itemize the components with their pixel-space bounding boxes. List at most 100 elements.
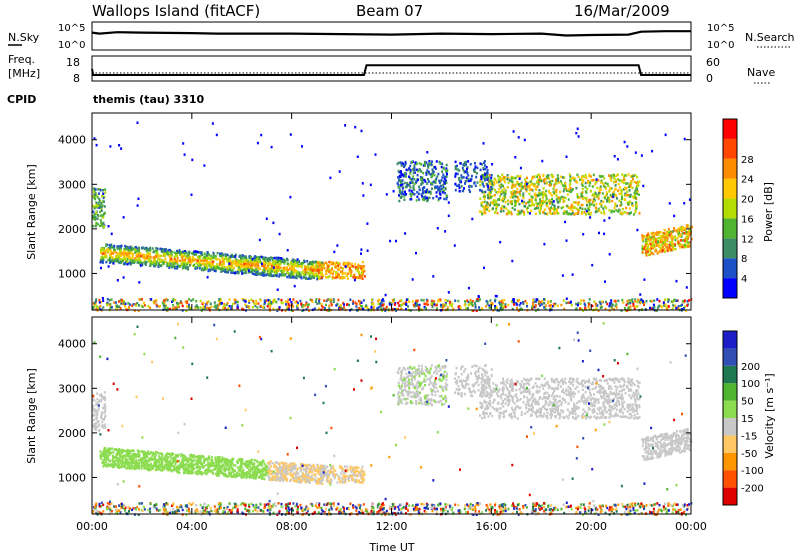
scatter-echo: [584, 173, 587, 177]
scatter-echo: [346, 303, 348, 306]
scatter-echo: [556, 174, 559, 177]
scatter-echo: [134, 251, 137, 254]
colorbar-segment: [723, 278, 737, 298]
scatter-echo: [275, 259, 277, 263]
scatter-echo: [519, 166, 522, 170]
scatter-echo: [674, 247, 677, 251]
scatter-echo: [437, 187, 440, 190]
scatter-echo: [253, 256, 256, 259]
scatter-echo: [628, 299, 631, 302]
scatter-echo: [488, 197, 491, 200]
scatter-echo: [206, 276, 209, 279]
scatter-echo: [155, 299, 158, 302]
scatter-echo: [620, 192, 623, 195]
scatter-echo: [262, 306, 264, 309]
scatter-echo: [297, 260, 299, 264]
scatter-echo: [325, 272, 328, 276]
scatter-echo: [528, 198, 531, 202]
scatter-echo: [318, 299, 321, 303]
scatter-echo: [92, 307, 95, 311]
scatter-echo: [484, 167, 487, 171]
scatter-echo: [597, 197, 600, 200]
scatter-echo: [266, 259, 269, 263]
scatter-echo: [319, 268, 322, 271]
scatter-echo: [563, 210, 566, 213]
scatter-echo: [461, 176, 463, 180]
scatter-echo: [483, 161, 486, 165]
scatter-echo: [486, 182, 489, 186]
scatter-echo: [311, 300, 314, 303]
scatter-echo: [240, 466, 243, 469]
scatter-echo: [685, 286, 688, 289]
scatter-echo: [470, 185, 473, 188]
scatter-echo: [199, 465, 202, 469]
scatter-echo: [662, 233, 664, 236]
scatter-echo: [502, 305, 505, 309]
scatter-echo: [160, 468, 162, 472]
scatter-echo: [124, 244, 127, 248]
scatter-echo: [245, 476, 248, 479]
scatter-echo: [485, 166, 488, 169]
scatter-echo: [149, 262, 152, 266]
scatter-echo: [489, 189, 492, 192]
scatter-echo: [141, 462, 144, 465]
scatter-echo: [188, 250, 191, 254]
scatter-echo: [622, 178, 625, 182]
scatter-echo: [357, 267, 359, 270]
scatter-echo: [136, 252, 139, 256]
scatter-echo: [529, 204, 532, 208]
scatter-echo: [595, 178, 598, 181]
scatter-echo: [514, 204, 517, 207]
scatter-echo: [352, 300, 355, 303]
scatter-echo: [106, 243, 109, 247]
scatter-echo: [103, 256, 106, 259]
scatter-echo: [602, 184, 605, 188]
scatter-echo: [634, 210, 637, 214]
scatter-echo: [93, 195, 96, 198]
scatter-echo: [565, 185, 568, 189]
scatter-echo: [103, 246, 106, 250]
scatter-echo: [312, 272, 315, 275]
scatter-echo: [656, 252, 659, 255]
scatter-echo: [677, 234, 680, 237]
scatter-echo: [603, 177, 606, 180]
scatter-echo: [466, 299, 469, 302]
scatter-echo: [211, 458, 214, 462]
scatter-echo: [120, 244, 123, 248]
scatter-echo: [279, 478, 282, 482]
scatter-echo: [290, 271, 293, 275]
scatter-echo: [209, 262, 212, 266]
scatter-echo: [622, 181, 625, 185]
scatter-echo: [628, 189, 631, 192]
scatter-echo: [366, 222, 369, 225]
scatter-echo: [560, 175, 563, 178]
scatter-echo: [296, 263, 299, 266]
scatter-echo: [263, 269, 266, 272]
scatter-echo: [298, 480, 301, 484]
scatter-echo: [671, 241, 674, 245]
scatter-echo: [330, 302, 333, 305]
scatter-echo: [234, 255, 237, 258]
scatter-echo: [576, 127, 579, 130]
scatter-echo: [495, 191, 498, 194]
scatter-echo: [513, 177, 516, 180]
scatter-echo: [569, 212, 572, 216]
scatter-echo: [535, 181, 538, 184]
scatter-echo: [548, 207, 551, 210]
scatter-echo: [246, 262, 248, 266]
scatter-echo: [187, 268, 189, 271]
scatter-echo: [175, 307, 178, 310]
scatter-echo: [677, 305, 680, 308]
scatter-echo: [679, 234, 682, 237]
scatter-echo: [160, 254, 162, 258]
scatter-echo: [500, 198, 503, 202]
scatter-echo: [256, 306, 259, 309]
scatter-echo: [271, 257, 274, 260]
scatter-echo: [244, 265, 247, 268]
scatter-echo: [296, 258, 299, 261]
scatter-echo: [376, 307, 379, 310]
scatter-echo: [273, 298, 276, 301]
scatter-echo: [267, 257, 270, 260]
scatter-echo: [571, 273, 574, 276]
scatter-echo: [242, 265, 245, 269]
